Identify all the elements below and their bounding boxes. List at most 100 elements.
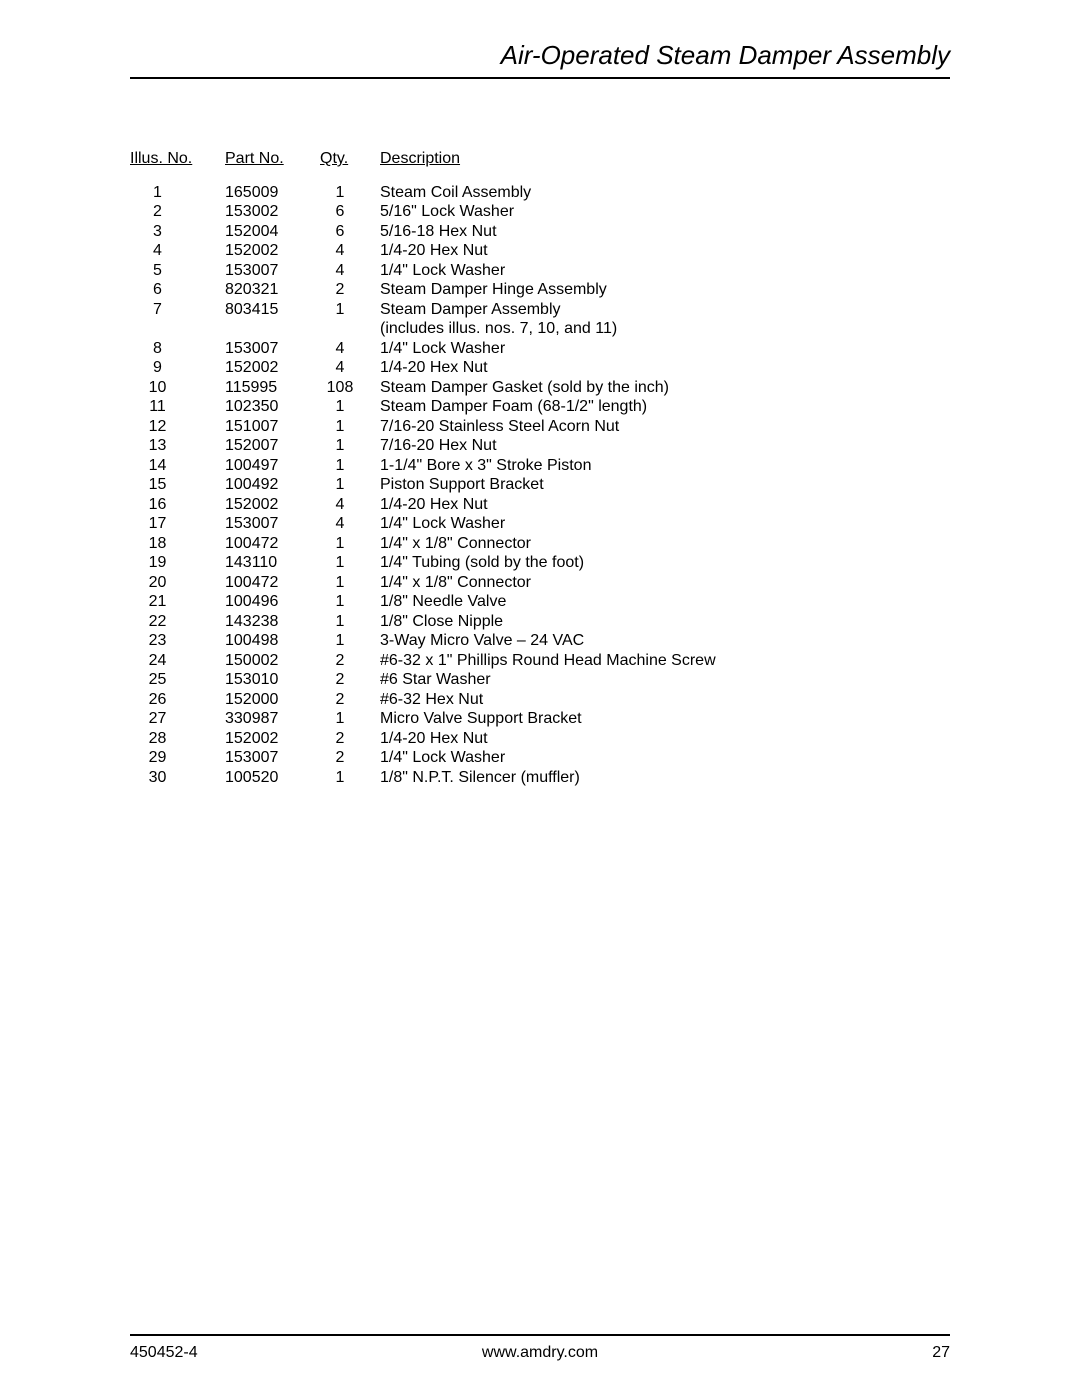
table-row: 241500022#6-32 x 1" Phillips Round Head … (130, 651, 950, 671)
cell-desc: 5/16" Lock Washer (380, 202, 950, 222)
table-row: 2214323811/8" Close Nipple (130, 612, 950, 632)
cell-desc: 1/4-20 Hex Nut (380, 358, 950, 378)
cell-desc: 1/8" N.P.T. Silencer (muffler) (380, 768, 950, 788)
cell-qty: 1 (320, 534, 380, 554)
cell-illus: 24 (130, 651, 225, 671)
cell-qty: 4 (320, 261, 380, 281)
table-row: 2310049813-Way Micro Valve – 24 VAC (130, 631, 950, 651)
cell-desc: 7/16-20 Hex Nut (380, 436, 950, 456)
table-row: 1410049711-1/4" Bore x 3" Stroke Piston (130, 456, 950, 476)
cell-qty: 6 (320, 202, 380, 222)
table-row: 815300741/4" Lock Washer (130, 339, 950, 359)
cell-desc: 7/16-20 Stainless Steel Acorn Nut (380, 417, 950, 437)
cell-desc: 1/4-20 Hex Nut (380, 241, 950, 261)
cell-qty: 1 (320, 397, 380, 417)
cell-qty: 4 (320, 495, 380, 515)
col-header-qty: Qty. (320, 149, 380, 169)
col-header-illus: Illus. No. (130, 149, 225, 169)
table-row: 10115995108Steam Damper Gasket (sold by … (130, 378, 950, 398)
table-row: 2110049611/8" Needle Valve (130, 592, 950, 612)
cell-illus: 20 (130, 573, 225, 593)
cell-desc: Steam Coil Assembly (380, 183, 950, 203)
cell-illus: 12 (130, 417, 225, 437)
cell-part: 153002 (225, 202, 320, 222)
table-row: 1315200717/16-20 Hex Nut (130, 436, 950, 456)
cell-part: 152000 (225, 690, 320, 710)
table-row: 415200241/4-20 Hex Nut (130, 241, 950, 261)
cell-desc: (includes illus. nos. 7, 10, and 11) (380, 319, 950, 339)
table-row: 215300265/16" Lock Washer (130, 202, 950, 222)
cell-desc: Steam Damper Hinge Assembly (380, 280, 950, 300)
cell-illus: 8 (130, 339, 225, 359)
cell-part: 151007 (225, 417, 320, 437)
cell-qty: 2 (320, 280, 380, 300)
cell-desc: 1/4" Lock Washer (380, 339, 950, 359)
table-row: 2915300721/4" Lock Washer (130, 748, 950, 768)
cell-desc: 1/4" Tubing (sold by the foot) (380, 553, 950, 573)
col-header-part: Part No. (225, 149, 320, 169)
cell-part: 803415 (225, 300, 320, 320)
footer-doc-number: 450452-4 (130, 1344, 198, 1362)
table-row: 915200241/4-20 Hex Nut (130, 358, 950, 378)
cell-qty: 4 (320, 514, 380, 534)
cell-qty: 1 (320, 612, 380, 632)
table-body: 11650091Steam Coil Assembly215300265/16"… (130, 183, 950, 788)
cell-illus: 17 (130, 514, 225, 534)
cell-part: 152007 (225, 436, 320, 456)
cell-desc: Steam Damper Gasket (sold by the inch) (380, 378, 950, 398)
cell-illus: 21 (130, 592, 225, 612)
cell-desc: 3-Way Micro Valve – 24 VAC (380, 631, 950, 651)
cell-part: 100497 (225, 456, 320, 476)
table-header-row: Illus. No. Part No. Qty. Description (130, 149, 950, 169)
cell-illus: 7 (130, 300, 225, 320)
cell-illus: 29 (130, 748, 225, 768)
cell-part: 100496 (225, 592, 320, 612)
cell-illus: 15 (130, 475, 225, 495)
cell-part: 100498 (225, 631, 320, 651)
cell-qty: 1 (320, 417, 380, 437)
table-row: 78034151Steam Damper Assembly (130, 300, 950, 320)
page-footer: 450452-4 www.amdry.com 27 (130, 1334, 950, 1362)
cell-part: 102350 (225, 397, 320, 417)
cell-part: 143110 (225, 553, 320, 573)
cell-part: 100472 (225, 573, 320, 593)
cell-qty: 108 (320, 378, 380, 398)
cell-desc: #6-32 Hex Nut (380, 690, 950, 710)
col-header-desc: Description (380, 149, 950, 169)
table-row: 2010047211/4" x 1/8" Connector (130, 573, 950, 593)
cell-part: 152002 (225, 241, 320, 261)
table-row: 111023501Steam Damper Foam (68-1/2" leng… (130, 397, 950, 417)
cell-desc: 1-1/4" Bore x 3" Stroke Piston (380, 456, 950, 476)
cell-part: 153010 (225, 670, 320, 690)
cell-qty: 1 (320, 183, 380, 203)
cell-illus: 14 (130, 456, 225, 476)
cell-qty: 1 (320, 592, 380, 612)
table-row: 1715300741/4" Lock Washer (130, 514, 950, 534)
cell-qty: 6 (320, 222, 380, 242)
footer-page-number: 27 (932, 1344, 950, 1362)
cell-qty: 2 (320, 729, 380, 749)
cell-part: 143238 (225, 612, 320, 632)
table-row: 315200465/16-18 Hex Nut (130, 222, 950, 242)
cell-illus: 22 (130, 612, 225, 632)
cell-desc: Piston Support Bracket (380, 475, 950, 495)
cell-qty: 1 (320, 573, 380, 593)
cell-part: 153007 (225, 339, 320, 359)
table-row: 515300741/4" Lock Washer (130, 261, 950, 281)
cell-illus: 25 (130, 670, 225, 690)
cell-illus: 3 (130, 222, 225, 242)
table-row: 1914311011/4" Tubing (sold by the foot) (130, 553, 950, 573)
cell-part: 330987 (225, 709, 320, 729)
cell-illus: 6 (130, 280, 225, 300)
table-row: 68203212Steam Damper Hinge Assembly (130, 280, 950, 300)
cell-part: 152002 (225, 358, 320, 378)
cell-illus: 2 (130, 202, 225, 222)
cell-desc: 1/4-20 Hex Nut (380, 729, 950, 749)
table-row: 151004921Piston Support Bracket (130, 475, 950, 495)
cell-part: 153007 (225, 514, 320, 534)
cell-illus: 18 (130, 534, 225, 554)
cell-desc: #6-32 x 1" Phillips Round Head Machine S… (380, 651, 950, 671)
section-title: Air-Operated Steam Damper Assembly (130, 40, 950, 79)
cell-desc: 1/4" x 1/8" Connector (380, 534, 950, 554)
cell-qty: 4 (320, 339, 380, 359)
